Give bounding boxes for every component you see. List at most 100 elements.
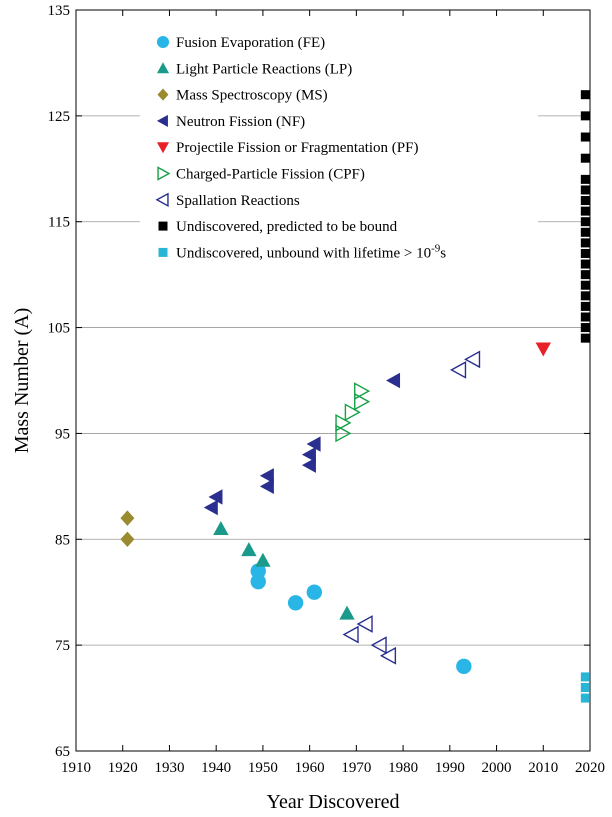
data-point [456,658,472,675]
axis-ticks [75,9,591,752]
data-point [580,153,590,163]
y-tick-label: 85 [55,532,70,548]
series-3 [203,372,401,516]
legend-marker [156,142,170,154]
data-point [450,361,467,379]
y-axis-title: Mass Number (A) [11,308,33,454]
data-point [580,301,590,311]
y-tick-label: 135 [48,3,71,19]
x-tick-label: 2010 [528,760,558,776]
data-point [339,605,355,620]
data-point [250,573,266,590]
data-point [259,478,274,495]
legend-label: Neutron Fission (NF) [176,114,305,130]
x-tick-label: 1910 [61,760,91,776]
data-point [580,312,590,322]
data-point [580,111,590,121]
legend-marker [157,166,171,181]
x-tick-label: 2020 [575,760,605,776]
data-point [241,542,257,557]
data-point [301,457,316,473]
x-tick-label: 1920 [108,760,138,776]
data-point [535,342,551,357]
legend-marker [158,221,168,231]
y-tick-labels: 65 75 85 95 105 115 125 135 [48,3,71,760]
series-5 [335,382,371,443]
x-axis-title: Year Discovered [267,791,400,813]
x-tick-label: 1970 [341,760,371,776]
series-2 [120,510,135,547]
data-point [306,584,323,600]
data-point [356,615,373,633]
x-tick-label: 1990 [435,760,465,776]
legend-label: Projectile Fission or Fragmentation (PF) [176,140,418,156]
data-point [580,682,590,692]
data-point [580,270,590,280]
data-point [342,625,359,644]
data-point [213,521,229,535]
data-point [120,531,135,547]
data-point [379,646,397,665]
legend-label: Spallation Reactions [176,193,300,209]
gridlines [76,115,590,646]
data-point [203,499,218,516]
data-point [386,372,401,389]
legend-label: Undiscovered, unbound with lifetime > 10… [176,242,446,261]
plot-frame [75,9,591,752]
legend-label: Undiscovered, predicted to be bound [176,219,398,235]
data-point [580,206,590,216]
x-tick-label: 1980 [388,760,418,776]
data-point [580,693,590,703]
legend-label: Light Particle Reactions (LP) [176,61,352,77]
data-point [370,636,387,655]
legend-label: Fusion Evaporation (FE) [176,35,325,51]
x-tick-label: 2000 [482,760,512,776]
x-tick-labels: 1910 1920 1930 1940 1950 1960 1970 1980 1990 2000… [61,760,605,776]
data-point [335,424,352,443]
legend-label: Charged-Particle Fission (CPF) [176,167,365,183]
data-point [287,595,304,611]
data-point [580,90,590,100]
data-point [344,403,361,422]
x-tick-label: 1940 [201,760,231,776]
data-point [580,333,590,343]
series-8 [580,672,590,703]
series-7 [580,90,590,343]
data-point [580,217,590,227]
y-tick-label: 65 [55,744,70,760]
legend-marker [156,114,168,127]
data-point [580,248,590,258]
legend-marker [157,88,169,101]
data-point [335,413,352,432]
y-tick-label: 105 [48,321,71,337]
series-0 [250,563,472,675]
data-point [464,350,481,369]
x-tick-label: 1960 [295,760,325,776]
data-point [580,238,590,248]
x-tick-label: 1950 [248,760,278,776]
y-tick-label: 115 [48,215,70,231]
data-point [580,672,590,682]
data-point [208,489,223,505]
y-tick-label: 95 [55,426,70,442]
legend-marker [156,62,170,74]
series-4 [535,342,551,357]
y-tick-label: 75 [55,638,70,654]
data-point [120,510,135,526]
data-point [255,552,271,567]
data-point [354,392,371,411]
series-6 [342,350,481,665]
data-point [580,174,590,184]
data-point [306,436,321,452]
x-tick-label: 1930 [154,760,184,776]
data-point [580,132,590,142]
y-tick-label: 125 [48,109,71,125]
data-point [580,185,590,195]
legend-label: Mass Spectroscopy (MS) [176,88,328,104]
legend-marker [155,192,169,208]
data-point [580,323,590,333]
data-point [301,446,316,463]
data-point [250,563,266,579]
data-point [354,382,371,400]
legend-marker [158,247,168,257]
